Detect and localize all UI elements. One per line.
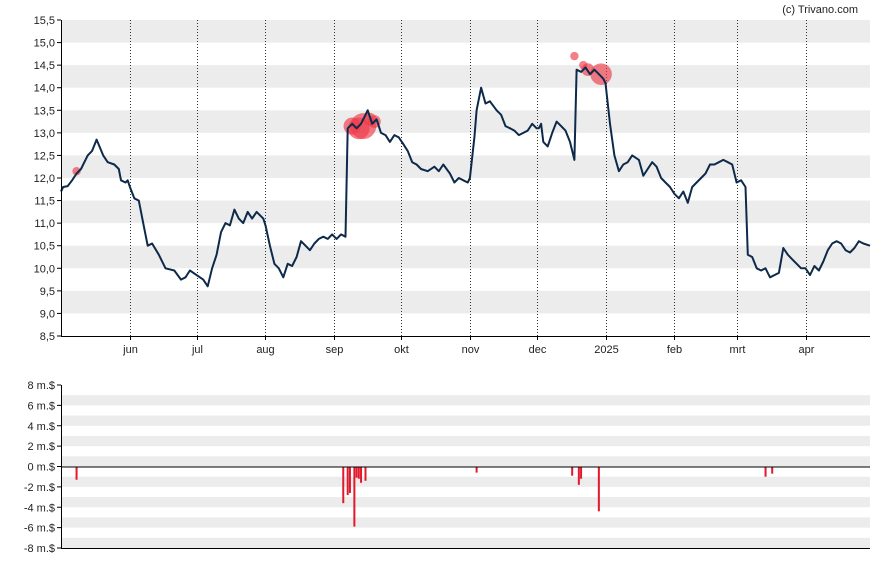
x-tick-label: nov [462, 344, 480, 356]
flow-y-tick-label: -2 m.$ [24, 482, 55, 494]
flow-bar [475, 466, 478, 473]
flow-band [61, 435, 870, 447]
x-tick-label: sep [326, 344, 344, 356]
flow-bar [580, 466, 583, 479]
flow-bar [577, 466, 580, 485]
x-axis-labels: jun jul aug sep okt nov dec 2025 feb mrt apr [122, 344, 815, 356]
price-panel-bands [61, 20, 870, 314]
flow-bar [353, 466, 356, 527]
trade-marker [72, 167, 81, 176]
flow-bar [348, 466, 351, 493]
flow-y-tick-label: 0 m.$ [27, 462, 55, 474]
flow-y-tick-label: 4 m.$ [27, 421, 55, 433]
price-band [61, 290, 870, 314]
flow-bar [364, 466, 367, 481]
price-band [61, 65, 870, 88]
flow-bar [597, 466, 600, 512]
price-y-tick-label: 10,0 [34, 263, 55, 275]
flow-panel-axes [57, 384, 870, 549]
price-line [60, 66, 871, 288]
price-y-tick-label: 14,0 [34, 83, 55, 95]
flow-band [61, 476, 870, 487]
flow-bar [771, 466, 774, 474]
x-tick-label: jul [191, 344, 203, 356]
flow-bar [571, 466, 574, 476]
price-band [61, 110, 870, 133]
flow-band [61, 517, 870, 528]
flow-y-tick-label: 2 m.$ [27, 441, 55, 453]
price-y-tick-label: 9,5 [40, 286, 55, 298]
price-y-tick-label: 13,0 [34, 128, 55, 140]
flow-bar [75, 466, 78, 480]
x-tick-label: 2025 [594, 344, 618, 356]
price-y-axis-labels: 15,5 15,0 14,5 14,0 13,5 13,0 12,5 12,0 11,5 11,0… [34, 15, 55, 343]
flow-bar [357, 466, 360, 479]
flow-band [61, 415, 870, 426]
price-band [61, 155, 870, 178]
price-y-tick-label: 9,0 [40, 308, 55, 320]
flow-band [61, 537, 870, 548]
copyright-credit: (c) Trivano.com [782, 4, 858, 16]
flow-bar [342, 466, 345, 504]
flow-y-tick-label: -6 m.$ [24, 523, 55, 535]
price-band [61, 245, 870, 269]
price-band [61, 200, 870, 224]
flow-band [61, 395, 870, 406]
flow-bar [360, 466, 363, 483]
price-panel-axes [57, 19, 870, 340]
flow-bar [764, 466, 767, 477]
price-y-tick-label: 12,5 [34, 150, 55, 162]
flow-y-axis-labels: 8 m.$ 6 m.$ 4 m.$ 2 m.$ 0 m.$ -2 m.$ -4 m.$ -6 … [24, 380, 55, 555]
x-tick-label: mrt [730, 344, 746, 356]
trade-marker [590, 63, 612, 85]
flow-bar [355, 466, 358, 478]
price-band [61, 20, 870, 43]
price-y-tick-label: 11,0 [34, 218, 55, 230]
flow-bar [346, 466, 349, 496]
flow-band [61, 497, 870, 508]
price-y-tick-label: 13,5 [34, 105, 55, 117]
flow-band [61, 456, 870, 467]
flow-y-tick-label: -4 m.$ [24, 502, 55, 514]
x-tick-label: aug [256, 344, 274, 356]
flow-y-tick-label: 6 m.$ [27, 400, 55, 412]
flow-y-tick-label: 8 m.$ [27, 380, 55, 392]
price-y-tick-label: 14,5 [34, 60, 55, 72]
x-tick-label: feb [667, 344, 682, 356]
x-tick-label: apr [799, 344, 815, 356]
x-tick-label: okt [394, 344, 409, 356]
x-tick-label: jun [122, 344, 138, 356]
flow-panel-bands [61, 395, 870, 548]
x-tick-label: dec [529, 344, 547, 356]
flow-y-tick-label: -8 m.$ [24, 543, 55, 555]
flow-bars [75, 466, 774, 527]
price-y-tick-label: 15,5 [34, 15, 55, 27]
price-y-tick-label: 12,0 [34, 173, 55, 185]
trade-marker [570, 51, 579, 61]
price-y-tick-label: 8,5 [40, 331, 55, 343]
price-y-tick-label: 15,0 [34, 38, 55, 50]
price-y-tick-label: 10,5 [34, 241, 55, 253]
price-y-tick-label: 11,5 [34, 196, 55, 208]
